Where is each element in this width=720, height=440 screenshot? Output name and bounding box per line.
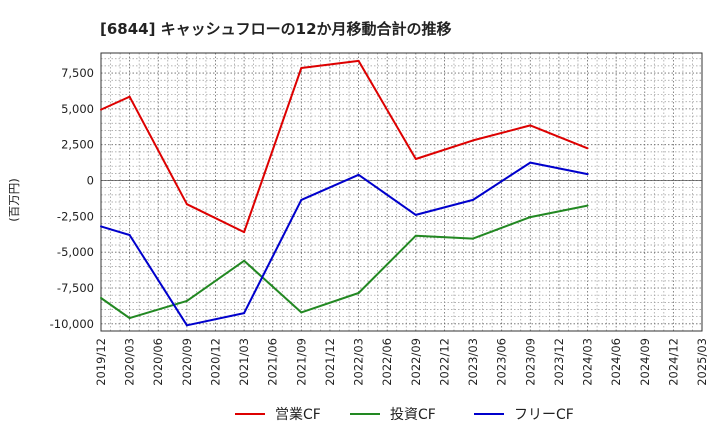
data-point xyxy=(357,173,360,176)
x-tick-label: 2023/03 xyxy=(466,338,480,386)
x-tick-label: 2020/06 xyxy=(151,338,165,386)
y-tick-label: -5,000 xyxy=(57,245,94,259)
legend-label: 営業CF xyxy=(275,407,321,423)
y-axis-label: (百万円) xyxy=(7,178,21,221)
x-tick-label: 2024/06 xyxy=(609,338,623,386)
x-tick-label: 2019/12 xyxy=(94,338,108,386)
x-tick-label: 2021/03 xyxy=(237,338,251,386)
data-point xyxy=(128,317,131,320)
data-point xyxy=(185,203,188,206)
legend-label: 投資CF xyxy=(390,407,436,423)
data-point xyxy=(529,161,532,164)
x-tick-label: 2020/03 xyxy=(123,338,137,386)
series-line-1 xyxy=(100,59,588,234)
y-tick-label: 2,500 xyxy=(61,138,94,152)
data-point xyxy=(300,311,303,314)
data-point xyxy=(243,231,246,234)
plot-frame xyxy=(100,52,703,332)
x-tick-label: 2024/12 xyxy=(666,338,680,386)
x-tick-label: 2023/12 xyxy=(552,338,566,386)
series-line-3 xyxy=(100,161,588,327)
legend: 営業CF 投資CF フリーCF xyxy=(235,407,574,423)
data-point xyxy=(300,198,303,201)
plot-area: 7,500 5,000 2,500 0 -2,500 -5,000 -7,500 -10,00… xyxy=(50,52,709,386)
data-point xyxy=(586,147,589,150)
data-point xyxy=(472,139,475,142)
series-line-2 xyxy=(100,204,588,320)
x-tick-label: 2025/03 xyxy=(695,338,709,386)
y-tick-label: -10,000 xyxy=(50,317,94,331)
x-tick-label: 2024/03 xyxy=(581,338,595,386)
x-tick-label: 2020/12 xyxy=(208,338,222,386)
legend-label: フリーCF xyxy=(514,407,574,423)
data-point xyxy=(357,292,360,295)
y-tick-label: 7,500 xyxy=(61,66,94,80)
data-point xyxy=(243,259,246,262)
data-point xyxy=(185,299,188,302)
plot-background xyxy=(101,53,702,331)
y-tick-label: -7,500 xyxy=(57,281,94,295)
x-tick-label: 2021/09 xyxy=(294,338,308,386)
data-point xyxy=(586,204,589,207)
x-tick-label: 2022/06 xyxy=(380,338,394,386)
y-tick-label: 0 xyxy=(87,174,94,188)
data-point xyxy=(414,234,417,237)
data-point xyxy=(300,67,303,70)
x-tick-label: 2023/06 xyxy=(495,338,509,386)
data-point xyxy=(100,108,102,111)
x-tick-label: 2021/06 xyxy=(266,338,280,386)
chart-title: [6844] キャッシュフローの12か月移動合計の推移 xyxy=(100,20,452,38)
data-point xyxy=(128,95,131,98)
data-point xyxy=(414,213,417,216)
x-tick-label: 2022/09 xyxy=(409,338,423,386)
data-point xyxy=(100,225,102,228)
data-point xyxy=(357,59,360,62)
x-tick-label: 2022/12 xyxy=(437,338,451,386)
data-point xyxy=(586,173,589,176)
data-point xyxy=(243,312,246,315)
data-point xyxy=(529,216,532,219)
x-tick-label: 2023/09 xyxy=(523,338,537,386)
data-point xyxy=(414,158,417,161)
data-point xyxy=(529,124,532,127)
data-point xyxy=(472,198,475,201)
data-point xyxy=(128,233,131,236)
y-tick-label: 5,000 xyxy=(61,102,94,116)
x-tick-label: 2020/09 xyxy=(180,338,194,386)
x-tick-label: 2024/09 xyxy=(638,338,652,386)
x-tick-label: 2021/12 xyxy=(323,338,337,386)
data-point xyxy=(472,237,475,240)
data-point xyxy=(185,324,188,327)
y-tick-label: -2,500 xyxy=(57,209,94,223)
data-point xyxy=(100,297,102,300)
x-tick-label: 2022/03 xyxy=(352,338,366,386)
